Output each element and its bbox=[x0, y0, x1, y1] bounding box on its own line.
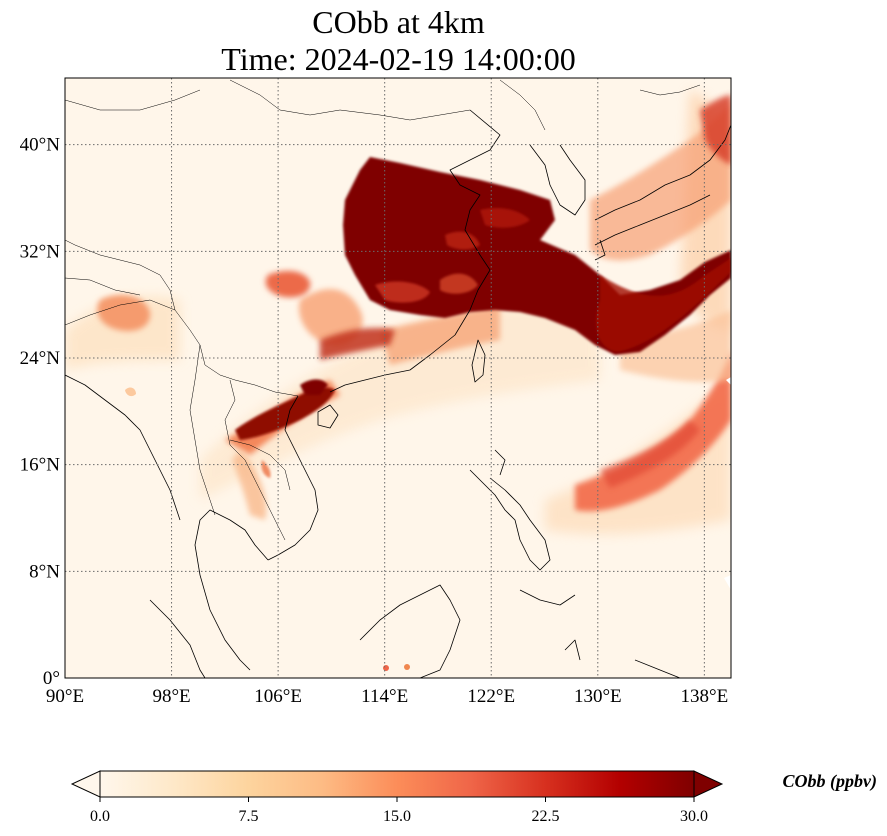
colorbar-tick-label: 7.5 bbox=[239, 808, 259, 825]
lon-tick-label: 122°E bbox=[467, 686, 515, 707]
colorbar-title: CObb (ppbv) bbox=[783, 771, 877, 792]
colorbar-extend-high bbox=[693, 770, 724, 798]
lon-tick-label: 130°E bbox=[574, 686, 622, 707]
colorbar-tick-label: 0.0 bbox=[90, 808, 110, 825]
colorbar-ramp bbox=[99, 770, 695, 798]
lat-tick-label: 0° bbox=[43, 668, 60, 689]
coastlines bbox=[65, 109, 731, 678]
map-frame bbox=[64, 77, 732, 679]
title-line-time: Time: 2024-02-19 14:00:00 bbox=[221, 41, 576, 77]
lat-tick-label: 32°N bbox=[20, 241, 61, 262]
colorbar-tick-label: 22.5 bbox=[532, 808, 560, 825]
lon-tick-label: 114°E bbox=[361, 686, 408, 707]
lat-tick-label: 40°N bbox=[20, 135, 61, 156]
lat-tick-label: 16°N bbox=[20, 455, 61, 476]
lon-tick-label: 106°E bbox=[254, 686, 302, 707]
lon-tick-label: 98°E bbox=[152, 686, 190, 707]
lon-tick-label: 90°E bbox=[46, 686, 84, 707]
concentration-field bbox=[65, 90, 731, 671]
lat-tick-label: 8°N bbox=[29, 561, 60, 582]
lon-tick-label: 138°E bbox=[681, 686, 729, 707]
title-line-variable: CObb at 4km bbox=[312, 4, 485, 40]
lon-tick-labels: 90°E 98°E 106°E 114°E 122°E 130°E 138°E bbox=[46, 686, 728, 707]
colorbar-extend-low bbox=[70, 770, 101, 798]
colorbar: 0.0 7.5 15.0 22.5 30.0 CObb (ppbv) bbox=[70, 770, 877, 825]
lat-tick-labels: 0° 8°N 16°N 24°N 32°N 40°N bbox=[20, 135, 61, 689]
colorbar-tick-label: 30.0 bbox=[680, 808, 708, 825]
gridlines bbox=[65, 78, 731, 678]
map-panel bbox=[65, 78, 731, 678]
lat-tick-label: 24°N bbox=[20, 348, 61, 369]
colorbar-tick-label: 15.0 bbox=[383, 808, 411, 825]
borders bbox=[65, 79, 701, 541]
colorbar-tick-labels: 0.0 7.5 15.0 22.5 30.0 bbox=[90, 797, 708, 825]
